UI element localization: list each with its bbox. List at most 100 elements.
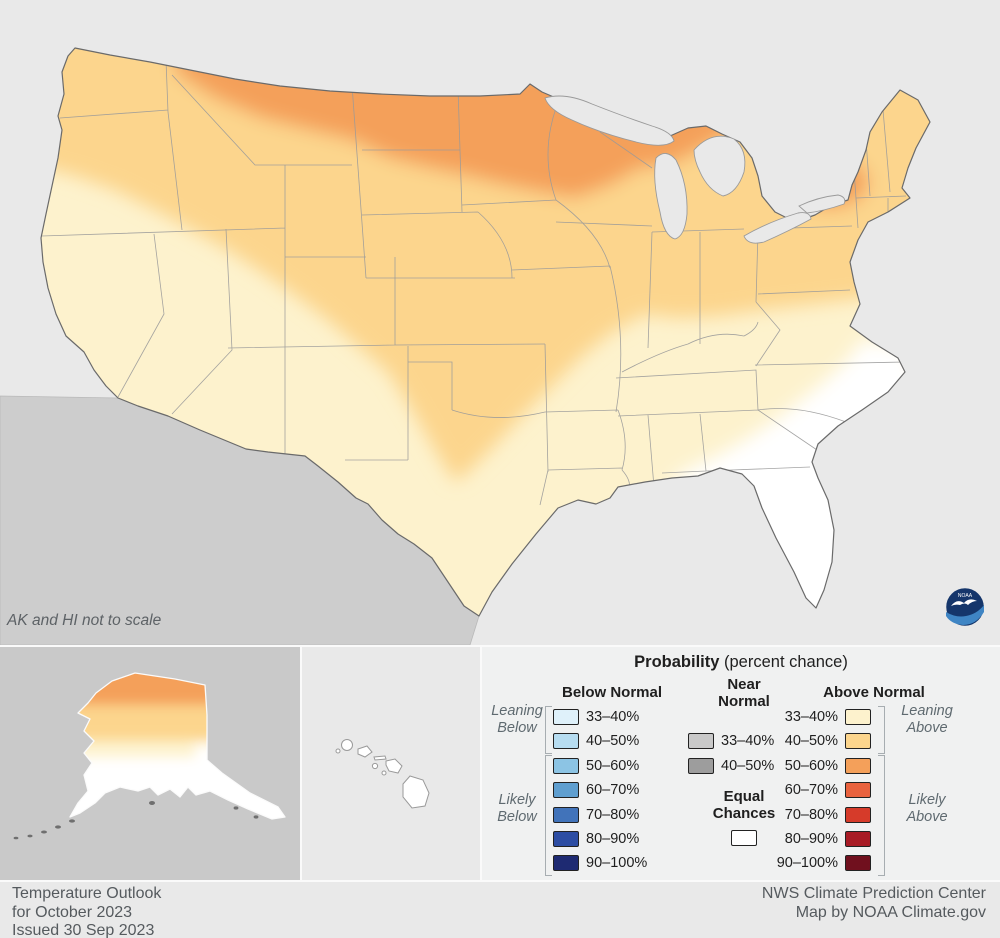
bracket-likely-above [878,755,885,876]
group-label-line: Below [497,809,537,825]
map-note: AK and HI not to scale [7,612,162,629]
group-label-line: Above [906,720,948,736]
legend-label: 60–70% [586,782,640,798]
footer-right: NWS Climate Prediction Center Map by NOA… [762,885,986,922]
lake-huron [693,135,746,197]
legend-swatch-above-70-80 [845,807,871,823]
noaa-logo-wave [946,605,984,625]
group-label-line: Leaning [901,703,953,719]
legend-swatch-near-40-50 [688,758,714,774]
group-label-leaning-below: Leaning Below [486,703,548,737]
noaa-bird-icon [951,599,977,606]
footer-credit: Map by NOAA Climate.gov [795,903,986,921]
group-label-leaning-above: Leaning Above [896,703,958,737]
group-label-line: Likely [498,792,536,808]
separator-hi-legend [480,645,482,880]
island-hawaii [402,775,430,809]
island-kahoolawe [381,770,387,776]
near-normal-header-line2: Normal [718,693,770,710]
legend-label: 60–70% [784,782,838,798]
alaska-inset [0,645,300,880]
state-boundaries [41,59,907,506]
hawaii-inset [302,645,480,880]
legend-label: 70–80% [586,807,640,823]
group-label-line: Leaning [491,703,543,719]
island-molokai [373,755,387,761]
legend-title-bold: Probability [634,653,720,671]
group-label-likely-above: Likely Above [896,792,958,826]
legend-swatch-below-50-60 [553,758,579,774]
legend-row-below-90-100: 90–100% [553,851,647,875]
separator-horizontal [0,645,1000,647]
noaa-logo-text: NOAA [958,593,973,599]
legend-row-above-33-40: 33–40% [774,705,871,729]
equal-chances-label: Equal Chances [694,788,794,822]
footer: Temperature Outlook for October 2023 Iss… [0,880,1000,938]
legend-label: 40–50% [586,733,640,749]
legend-swatch-above-90-100 [845,855,871,871]
island-oahu [357,745,373,758]
legend-row-above-90-100: 90–100% [774,851,871,875]
legend-label: 40–50% [721,758,775,774]
island-kauai [341,739,353,751]
legend-row-above-50-60: 50–60% [774,754,871,778]
island-niihau [335,748,341,754]
equal-chances-line1: Equal [723,788,765,805]
bracket-likely-below [545,755,552,876]
legend-label: 80–90% [784,831,838,847]
legend-swatch-below-33-40 [553,709,579,725]
island-lanai [371,762,379,770]
legend-row-below-80-90: 80–90% [553,827,639,851]
footer-issued-date: Issued 30 Sep 2023 [12,922,155,938]
legend-row-above-60-70: 60–70% [774,778,871,802]
footer-period: for October 2023 [12,903,133,921]
separator-ak-hi [300,645,302,880]
footer-title: Temperature Outlook [12,885,162,902]
legend-swatch-below-70-80 [553,807,579,823]
lake-superior [544,95,675,146]
alaska-outline [69,672,286,820]
legend-swatch-above-50-60 [845,758,871,774]
lake-erie [743,212,812,244]
legend-swatch-above-60-70 [845,782,871,798]
legend-swatch-below-60-70 [553,782,579,798]
legend-row-below-70-80: 70–80% [553,803,639,827]
legend-row-above-40-50: 40–50% [774,729,871,753]
noaa-logo: NOAA [944,586,986,628]
legend-label: 50–60% [784,758,838,774]
legend-label: 50–60% [586,758,640,774]
island-maui [385,758,403,774]
equal-chances-line2: Chances [712,805,776,822]
group-label-likely-below: Likely Below [486,792,548,826]
conus-map [0,47,931,645]
lake-ontario [798,194,846,214]
legend-row-near-40-50: 40–50% [688,754,774,778]
bracket-leaning-below [545,706,552,754]
legend-label: 33–40% [784,709,838,725]
great-lakes [544,95,846,244]
hawaii-islands [335,739,430,809]
legend-label: 70–80% [784,807,838,823]
legend-swatch-equal-chances [731,830,757,846]
us-outline [40,47,931,617]
legend-title: Probability (percent chance) [482,653,1000,672]
legend-row-below-40-50: 40–50% [553,729,639,753]
legend-label: 40–50% [784,733,838,749]
legend-label: 90–100% [776,855,838,871]
legend-label: 33–40% [721,733,775,749]
footer-agency: NWS Climate Prediction Center [761,885,986,902]
group-label-line: Above [906,809,948,825]
group-label-line: Below [497,720,537,736]
legend-swatch-below-90-100 [553,855,579,871]
legend-label: 90–100% [586,855,648,871]
legend-swatch-above-40-50 [845,733,871,749]
legend-row-above-80-90: 80–90% [774,827,871,851]
legend-row-above-70-80: 70–80% [774,803,871,827]
legend-swatch-above-80-90 [845,831,871,847]
above-normal-header: Above Normal [823,684,925,701]
legend-label: 33–40% [586,709,640,725]
legend-label: 80–90% [586,831,640,847]
near-normal-header: Near Normal [694,676,794,710]
legend-swatch-below-40-50 [553,733,579,749]
